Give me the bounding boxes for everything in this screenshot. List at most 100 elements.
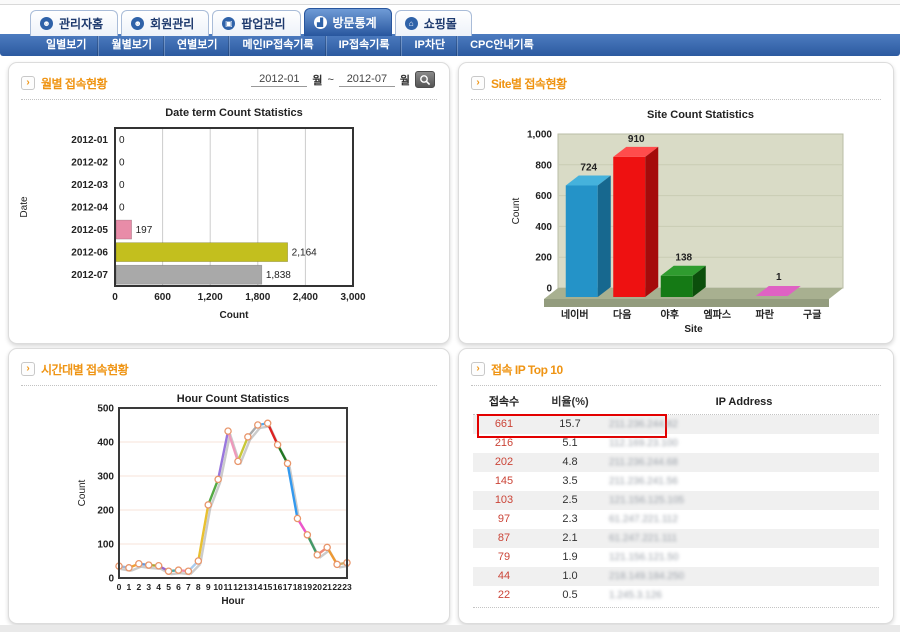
member-manage-icon: ☻ [131, 17, 144, 30]
table-row: 1453.5211.236.241.56 [473, 472, 879, 491]
cell-percent: 5.1 [535, 434, 605, 453]
svg-text:800: 800 [535, 160, 552, 171]
cell-count: 97 [473, 510, 535, 529]
footer-strip [0, 625, 900, 632]
panel-arrow-icon: › [471, 76, 485, 90]
site-count-3d-bar-chart: 02004006008001,000724네이버910다음138야후엠파스1파란… [463, 104, 887, 342]
nav-item-5[interactable]: IP차단 [401, 34, 457, 56]
nav-item-6[interactable]: CPC안내기록 [457, 34, 546, 56]
ip-table-header: 접속수 비율(%) IP Address [473, 390, 879, 415]
svg-text:300: 300 [97, 472, 114, 483]
panel-ip-header: › 접속 IP Top 10 [471, 349, 881, 386]
panel-hourly: › 시간대별 접속현황 0100200300400500012345678910… [8, 348, 450, 624]
svg-text:Date: Date [19, 196, 30, 218]
svg-text:네이버: 네이버 [561, 308, 589, 321]
svg-text:600: 600 [154, 292, 171, 303]
svg-text:200: 200 [97, 506, 114, 517]
svg-text:0: 0 [112, 292, 118, 303]
svg-text:0: 0 [108, 574, 114, 585]
search-button[interactable] [415, 71, 435, 88]
svg-text:16: 16 [273, 582, 283, 592]
tab-label: 관리자홈 [59, 15, 103, 32]
cell-ip: 112.169.23.100 [605, 434, 879, 453]
nav-item-3[interactable]: 메인IP접속기록 [229, 34, 325, 56]
svg-text:1,838: 1,838 [266, 270, 291, 281]
svg-text:4: 4 [156, 582, 161, 592]
svg-text:1: 1 [127, 582, 132, 592]
nav-item-0[interactable]: 일별보기 [34, 34, 98, 56]
column-header-ip: IP Address [605, 390, 879, 414]
cell-percent: 3.5 [535, 472, 605, 491]
ip-table: 접속수 비율(%) IP Address 66115.7211.236.244.… [473, 390, 879, 608]
tab-4[interactable]: ⌂쇼핑몰 [395, 10, 472, 36]
svg-text:1,200: 1,200 [198, 292, 223, 303]
svg-text:Hour: Hour [221, 596, 244, 607]
svg-text:10: 10 [213, 582, 223, 592]
cell-percent: 15.7 [535, 415, 605, 434]
cell-ip: 211.236.244.68 [605, 453, 879, 472]
table-row: 66115.7211.236.244.82 [473, 415, 879, 434]
svg-text:0: 0 [119, 180, 125, 191]
column-header-percent: 비율(%) [535, 390, 605, 414]
tab-3[interactable]: ▟ 방문통계 [304, 8, 392, 36]
svg-text:22: 22 [332, 582, 342, 592]
panel-site-title: Site별 접속현황 [491, 75, 567, 92]
nav-item-2[interactable]: 연별보기 [164, 34, 229, 56]
panel-site: › Site별 접속현황 02004006008001,000724네이버910… [458, 62, 894, 344]
table-row: 441.0218.149.184.250 [473, 567, 879, 586]
cell-percent: 4.8 [535, 453, 605, 472]
cell-count: 145 [473, 472, 535, 491]
admin-home-icon: ☻ [40, 17, 53, 30]
svg-text:1: 1 [776, 272, 782, 283]
svg-text:야후: 야후 [661, 308, 679, 321]
admin-dashboard: ☻ 관리자홈 ☻회원관리 ▣ 팝업관리 ▟ 방문통계 ⌂쇼핑몰 일별보기월별보기연별보기메인I… [0, 0, 900, 632]
cell-count: 79 [473, 548, 535, 567]
svg-text:2012-06: 2012-06 [71, 248, 108, 259]
cell-ip: 121.156.121.50 [605, 548, 879, 567]
tab-0[interactable]: ☻ 관리자홈 [30, 10, 118, 36]
svg-text:1,000: 1,000 [527, 130, 552, 141]
visit-stats-icon: ▟ [314, 16, 327, 29]
cell-count: 22 [473, 586, 535, 605]
svg-text:100: 100 [97, 540, 114, 551]
svg-text:파란: 파란 [756, 308, 775, 321]
svg-text:6: 6 [176, 582, 181, 592]
svg-text:20: 20 [313, 582, 323, 592]
svg-text:2012-01: 2012-01 [71, 135, 108, 146]
panel-monthly: › 월별 접속현황 월 ~ 월 06001,2001,8002,4003,000… [8, 62, 450, 344]
svg-text:2012-02: 2012-02 [71, 157, 108, 168]
cell-ip: 121.156.125.105 [605, 491, 879, 510]
svg-text:엠파스: 엠파스 [703, 308, 731, 321]
svg-text:600: 600 [535, 191, 552, 202]
svg-text:3: 3 [146, 582, 151, 592]
svg-text:400: 400 [535, 222, 552, 233]
svg-text:2012-03: 2012-03 [71, 180, 108, 191]
svg-text:2,164: 2,164 [292, 248, 317, 259]
tab-2[interactable]: ▣ 팝업관리 [212, 10, 300, 36]
cell-ip: 218.149.184.250 [605, 567, 879, 586]
panel-ip-title: 접속 IP Top 10 [491, 361, 563, 378]
tab-label: 방문통계 [333, 14, 377, 31]
cell-count: 216 [473, 434, 535, 453]
nav-item-1[interactable]: 월별보기 [98, 34, 163, 56]
svg-text:13: 13 [243, 582, 253, 592]
tab-label: 팝업관리 [241, 15, 285, 32]
svg-text:400: 400 [97, 438, 114, 449]
svg-text:23: 23 [342, 582, 352, 592]
svg-text:724: 724 [580, 163, 597, 174]
popup-manage-icon: ▣ [222, 17, 235, 30]
date-from-input[interactable] [251, 72, 307, 87]
svg-text:15: 15 [263, 582, 273, 592]
date-to-input[interactable] [339, 72, 395, 87]
svg-text:17: 17 [283, 582, 293, 592]
table-row: 791.9121.156.121.50 [473, 548, 879, 567]
svg-text:Count: Count [77, 479, 88, 506]
svg-text:Date term Count Statistics: Date term Count Statistics [165, 107, 303, 119]
column-header-count: 접속수 [473, 390, 535, 414]
svg-text:다음: 다음 [613, 308, 631, 321]
svg-text:2012-04: 2012-04 [71, 203, 108, 214]
tab-1[interactable]: ☻회원관리 [121, 10, 209, 36]
nav-item-4[interactable]: IP접속기록 [326, 34, 402, 56]
date-range-controls: 월 ~ 월 [251, 71, 435, 88]
panel-arrow-icon: › [21, 362, 35, 376]
